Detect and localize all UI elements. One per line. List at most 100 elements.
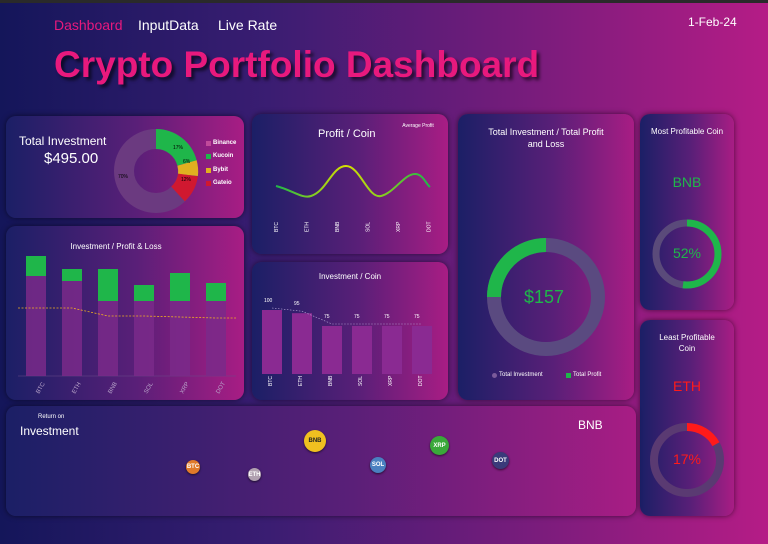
least-profitable-panel: Least Profitable Coin ETH 17% xyxy=(640,320,734,516)
legend-swatch-total-profit xyxy=(566,372,571,378)
investment-coin-value-eth: 95 xyxy=(294,301,300,307)
least-profitable-gauge xyxy=(650,423,724,497)
investment-coin-panel: Investment / Coin 100 BTC 95 ETH 75 BNB 75 SOL 7… xyxy=(252,262,448,400)
legend-total-investment: Total Investment xyxy=(492,372,543,378)
investment-coin-bar-dot xyxy=(412,326,432,374)
most-gauge-fill xyxy=(652,219,722,289)
profit-bar-xrp xyxy=(170,273,190,301)
investment-coin-bar-chart: 100 BTC 95 ETH 75 BNB 75 SOL 75 XRP 75 DOT xyxy=(262,298,432,386)
profit-coin-line-chart: BTC ETH BNB SOL XRP DOT xyxy=(274,164,433,232)
donut-slice-gateio xyxy=(170,172,198,202)
profit-coin-tick-sol: SOL xyxy=(366,222,372,232)
investment-coin-value-bnb: 75 xyxy=(324,314,330,320)
investment-donut-chart: 17% 6% 12% 70% xyxy=(114,129,199,213)
investment-coin-value-xrp: 75 xyxy=(384,314,390,320)
roi-bubble-bnb[interactable]: BNB xyxy=(304,430,326,452)
nav-dashboard-link[interactable]: Dashboard xyxy=(54,17,123,33)
legend-label-total-investment: Total Investment xyxy=(499,372,543,378)
page-title: Crypto Portfolio Dashboard xyxy=(54,44,540,85)
most-profitable-percent: 52% xyxy=(672,245,702,261)
legend-total-profit: Total Profit xyxy=(566,372,601,378)
investment-coin-value-dot: 75 xyxy=(414,314,420,320)
investment-coin-value-btc: 100 xyxy=(264,298,273,304)
legend-label-binance: Binance xyxy=(213,140,237,146)
profit-bar-bnb xyxy=(98,269,118,301)
investment-pl-title: Investment / Profit & Loss xyxy=(70,242,162,251)
donut-label-binance: 70% xyxy=(118,174,129,180)
top-border xyxy=(0,0,768,3)
profit-coin-tick-dot: DOT xyxy=(427,221,433,232)
profit-coin-tick-btc: BTC xyxy=(274,222,280,232)
total-pl-title: Total Investment / Total Profit and Loss xyxy=(488,127,604,149)
investment-coin-bar-sol xyxy=(352,326,372,374)
legend-swatch-gateio xyxy=(206,180,211,186)
investment-coin-bar-btc xyxy=(262,310,282,374)
investment-coin-value-sol: 75 xyxy=(354,314,360,320)
total-pl-donut-chart xyxy=(487,238,605,356)
investment-pl-trend-line xyxy=(18,307,236,319)
investment-coin-trend-line xyxy=(271,307,422,325)
profit-coin-panel: Profit / Coin Average Profit BTC ETH BNB SO… xyxy=(252,114,448,254)
profit-coin-note: Average Profit xyxy=(402,123,434,129)
investment-coin-title: Investment / Coin xyxy=(318,272,382,281)
investment-pl-bar-chart: BTC ETH BNB SOL XRP DOT xyxy=(18,256,236,395)
legend-kucoin: Kucoin xyxy=(206,153,233,159)
investment-coin-tick-dot: DOT xyxy=(418,375,424,386)
investment-bar-eth xyxy=(62,281,82,376)
nav-live-rate-link[interactable]: Live Rate xyxy=(218,17,278,33)
most-profitable-title: Most Profitable Coin xyxy=(650,127,724,136)
total-profit-arc xyxy=(487,238,547,298)
legend-swatch-kucoin xyxy=(206,153,211,159)
investment-bar-dot xyxy=(206,301,226,376)
roi-bubble-sol[interactable]: SOL xyxy=(370,457,386,473)
investment-pl-tick-btc: BTC xyxy=(36,381,48,395)
roi-small-label: Return on xyxy=(38,414,65,420)
investment-coin-tick-xrp: XRP xyxy=(388,375,394,386)
donut-label-bybit: 6% xyxy=(183,159,191,165)
investment-coin-bar-bnb xyxy=(322,326,342,374)
profit-coin-tick-bnb: BNB xyxy=(335,221,341,232)
profit-line xyxy=(275,164,431,198)
investment-bar-btc xyxy=(26,276,46,376)
investment-bar-sol xyxy=(134,301,154,376)
profit-coin-tick-xrp: XRP xyxy=(396,221,402,232)
roi-bubble-eth[interactable]: ETH xyxy=(248,468,261,481)
profit-bar-dot xyxy=(206,283,226,301)
least-profitable-title: Least Profitable Coin xyxy=(659,333,715,353)
nav-inputdata-link[interactable]: InputData xyxy=(138,17,199,33)
total-investment-panel: Total Investment $495.00 17% 6% 12% 70% … xyxy=(6,116,244,218)
legend-label-kucoin: Kucoin xyxy=(213,153,234,159)
total-investment-label: Total Investment xyxy=(19,134,107,148)
profit-bar-btc xyxy=(26,256,46,276)
investment-pl-tick-xrp: XRP xyxy=(180,381,191,395)
investment-pl-tick-dot: DOT xyxy=(216,381,228,395)
roi-top-coin: BNB xyxy=(578,418,603,432)
investment-pl-tick-bnb: BNB xyxy=(108,381,119,395)
profit-coin-title: Profit / Coin xyxy=(318,128,376,140)
most-profitable-gauge xyxy=(652,219,722,289)
profit-bar-eth xyxy=(62,269,82,281)
legend-swatch-bybit xyxy=(206,167,211,173)
legend-label-total-profit: Total Profit xyxy=(573,372,602,378)
legend-label-gateio: Gateio xyxy=(213,180,232,186)
legend-swatch-total-investment xyxy=(492,372,497,378)
total-investment-value: $495.00 xyxy=(44,150,99,167)
roi-bubble-dot[interactable]: DOT xyxy=(492,452,509,469)
investment-coin-tick-sol: SOL xyxy=(358,376,364,386)
investment-coin-bar-xrp xyxy=(382,326,402,374)
least-gauge-fill xyxy=(650,423,724,497)
investment-pl-tick-sol: SOL xyxy=(144,381,156,395)
donut-slice-kucoin xyxy=(155,129,197,167)
most-profitable-coin: BNB xyxy=(672,174,702,190)
total-profit-value: $157 xyxy=(524,287,565,307)
donut-label-kucoin: 17% xyxy=(173,145,184,151)
total-pl-panel: Total Investment / Total Profit and Loss… xyxy=(458,114,634,400)
legend-label-bybit: Bybit xyxy=(213,167,228,173)
investment-coin-tick-bnb: BNB xyxy=(328,375,334,386)
roi-bubble-btc[interactable]: BTC xyxy=(186,460,200,474)
roi-label: Investment xyxy=(20,424,79,438)
investment-coin-tick-eth: ETH xyxy=(298,376,304,386)
investment-coin-tick-btc: BTC xyxy=(268,376,274,386)
report-date: 1-Feb-24 xyxy=(688,15,737,29)
roi-bubble-xrp[interactable]: XRP xyxy=(430,436,449,455)
